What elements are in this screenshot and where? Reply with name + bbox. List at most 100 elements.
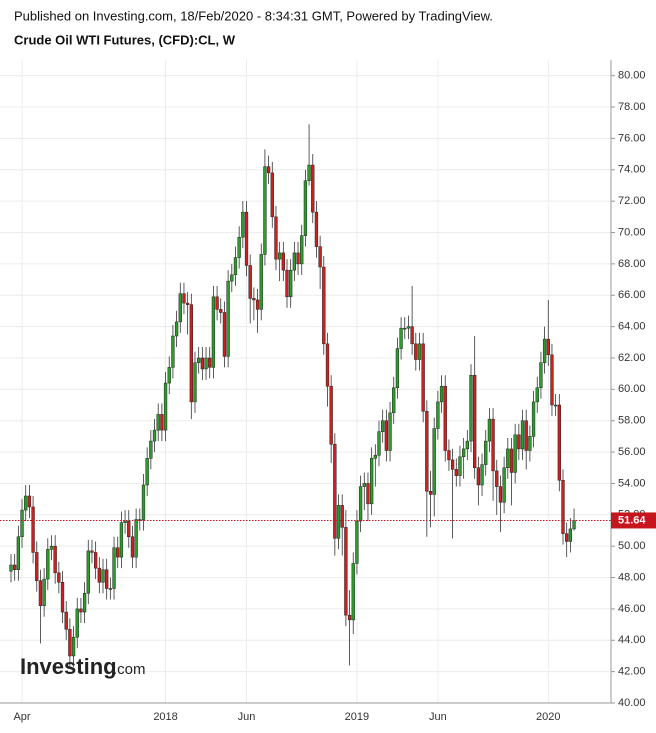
candle-body (35, 552, 39, 581)
candle-body (141, 484, 146, 520)
candle-body (219, 309, 223, 313)
candle-body (443, 385, 447, 451)
candle-body (307, 164, 311, 182)
candle-body (108, 588, 113, 590)
candle-body (458, 456, 462, 476)
candle-body (248, 265, 252, 299)
candle-body (116, 547, 120, 558)
candle-body (9, 564, 13, 572)
candle-body (392, 387, 396, 414)
x-tick-label: 2019 (345, 711, 369, 723)
candle-body (469, 374, 473, 442)
y-tick-label: 60.00 (618, 383, 646, 395)
candle-body (64, 611, 68, 630)
candle-body (233, 257, 238, 276)
candle-body (82, 592, 87, 613)
candle-body (156, 414, 160, 431)
candle-body (568, 528, 573, 542)
candle-body (277, 252, 282, 260)
candle-body (263, 166, 267, 255)
candle-body (542, 338, 547, 363)
y-tick-label: 70.00 (618, 226, 646, 238)
candle-body (347, 614, 352, 621)
candle-body (384, 420, 389, 451)
candle-body (333, 443, 337, 539)
candle-body (325, 343, 330, 387)
candle-body (259, 254, 263, 310)
candle-body (369, 458, 374, 505)
candle-body (528, 436, 532, 451)
last-price-box (611, 512, 656, 529)
candle-body (336, 505, 341, 539)
candle-body (189, 304, 193, 403)
candle-body (377, 431, 381, 456)
candle-body (252, 298, 256, 301)
candle-body (410, 326, 414, 345)
candle-body (432, 428, 436, 495)
y-tick-label: 42.00 (618, 666, 646, 678)
candle-body (476, 467, 481, 486)
candle-body (506, 448, 510, 469)
candle-body (535, 387, 539, 403)
y-tick-label: 50.00 (618, 540, 646, 552)
candle-body (550, 354, 554, 406)
candle-body (344, 527, 348, 616)
x-tick-label: Apr (13, 711, 30, 723)
y-tick-label: 64.00 (618, 321, 646, 333)
candle-body (197, 357, 201, 363)
candle-body (399, 327, 403, 349)
candle-body (86, 550, 90, 594)
candle-body (355, 520, 359, 564)
y-tick-label: 62.00 (618, 352, 646, 364)
candle-body (182, 293, 186, 304)
candle-body (130, 536, 135, 558)
y-tick-label: 74.00 (618, 164, 646, 176)
candle-body (127, 520, 131, 538)
candle-body (417, 343, 422, 360)
y-tick-label: 58.00 (618, 415, 646, 427)
y-tick-label: 80.00 (618, 70, 646, 82)
candle-body (281, 252, 285, 271)
candle-body (160, 414, 164, 431)
candle-body (436, 401, 440, 429)
candle-body (524, 420, 528, 451)
candle-body (322, 266, 326, 345)
candle-body (314, 211, 319, 247)
candle-body (311, 164, 315, 213)
candle-body (211, 296, 216, 368)
candle-body (193, 362, 197, 403)
candle-body (38, 580, 43, 607)
y-tick-label: 66.00 (618, 289, 646, 301)
candle-body (27, 495, 32, 508)
candle-body (491, 418, 495, 472)
chart-title: Crude Oil WTI Futures, (CFD):CL, W (14, 32, 236, 47)
candle-body (270, 172, 274, 218)
candle-body (531, 401, 536, 437)
candle-body (517, 434, 521, 450)
candle-body (425, 411, 429, 492)
candle-body (105, 569, 109, 589)
candle-body (13, 564, 17, 570)
candle-body (292, 252, 297, 271)
candle-body (79, 608, 83, 613)
candle-body (572, 520, 576, 530)
candle-body (134, 519, 138, 558)
candle-body (358, 486, 363, 522)
candle-body (395, 348, 400, 389)
candle-body (53, 545, 57, 574)
candle-body (241, 211, 245, 238)
last-price-label: 51.64 (618, 514, 646, 526)
candle-body (366, 483, 370, 505)
candle-body (185, 302, 190, 305)
candle-body (123, 520, 127, 523)
watermark-suffix: .com (113, 661, 146, 678)
candle-body (266, 166, 271, 174)
candle-body (101, 569, 105, 583)
candle-body (362, 483, 366, 487)
candle-body (513, 434, 517, 473)
candle-body (300, 235, 304, 265)
candle-body (373, 454, 377, 459)
candle-body (171, 335, 175, 368)
candle-body (495, 470, 499, 487)
